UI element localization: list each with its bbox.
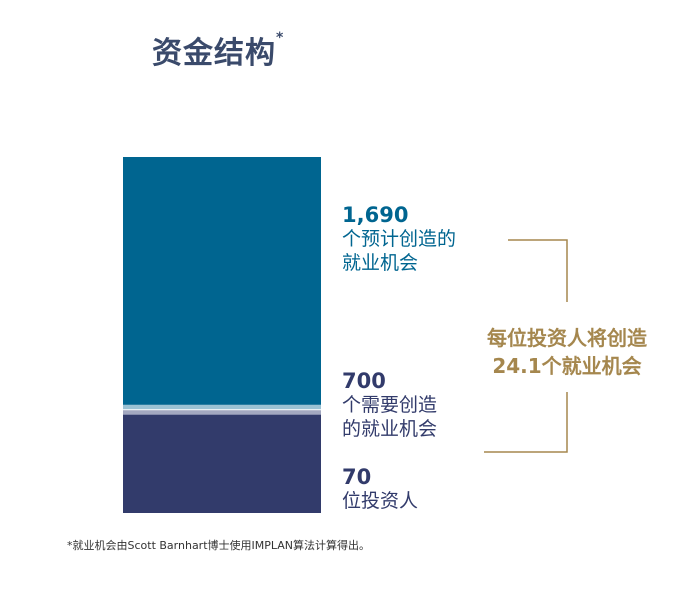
bar-segment-1	[123, 157, 321, 409]
chart-title: 资金结构*	[152, 30, 285, 71]
label-projected-jobs: 1,690 个预计创造的 就业机会	[342, 203, 456, 275]
separator-gap	[123, 409, 321, 411]
jobs-per-investor-callout: 每位投资人将创造 24.1个就业机会	[462, 324, 672, 380]
bar-segment-2	[123, 408, 321, 513]
callout-bracket	[484, 239, 568, 453]
projected-jobs-value: 1,690	[342, 203, 409, 227]
label-investors: 70 位投资人	[342, 465, 418, 513]
investors-value: 70	[342, 465, 372, 489]
required-jobs-line1: 个需要创造	[342, 394, 438, 416]
required-jobs-line2: 的就业机会	[342, 418, 438, 440]
separator-lower	[123, 409, 321, 415]
projected-jobs-line2: 就业机会	[342, 252, 419, 274]
separator-upper	[123, 404, 321, 410]
label-required-jobs: 700 个需要创造 的就业机会	[342, 369, 437, 441]
investors-line1: 位投资人	[342, 490, 419, 512]
required-jobs-value: 700	[342, 369, 386, 393]
title-asterisk: *	[276, 30, 285, 46]
callout-line1: 每位投资人将创造	[487, 326, 647, 350]
projected-jobs-line1: 个预计创造的	[342, 228, 457, 250]
callout-line2: 24.1个就业机会	[492, 354, 642, 378]
footnote: *就业机会由Scott Barnhart博士使用IMPLAN算法计算得出。	[67, 539, 371, 552]
